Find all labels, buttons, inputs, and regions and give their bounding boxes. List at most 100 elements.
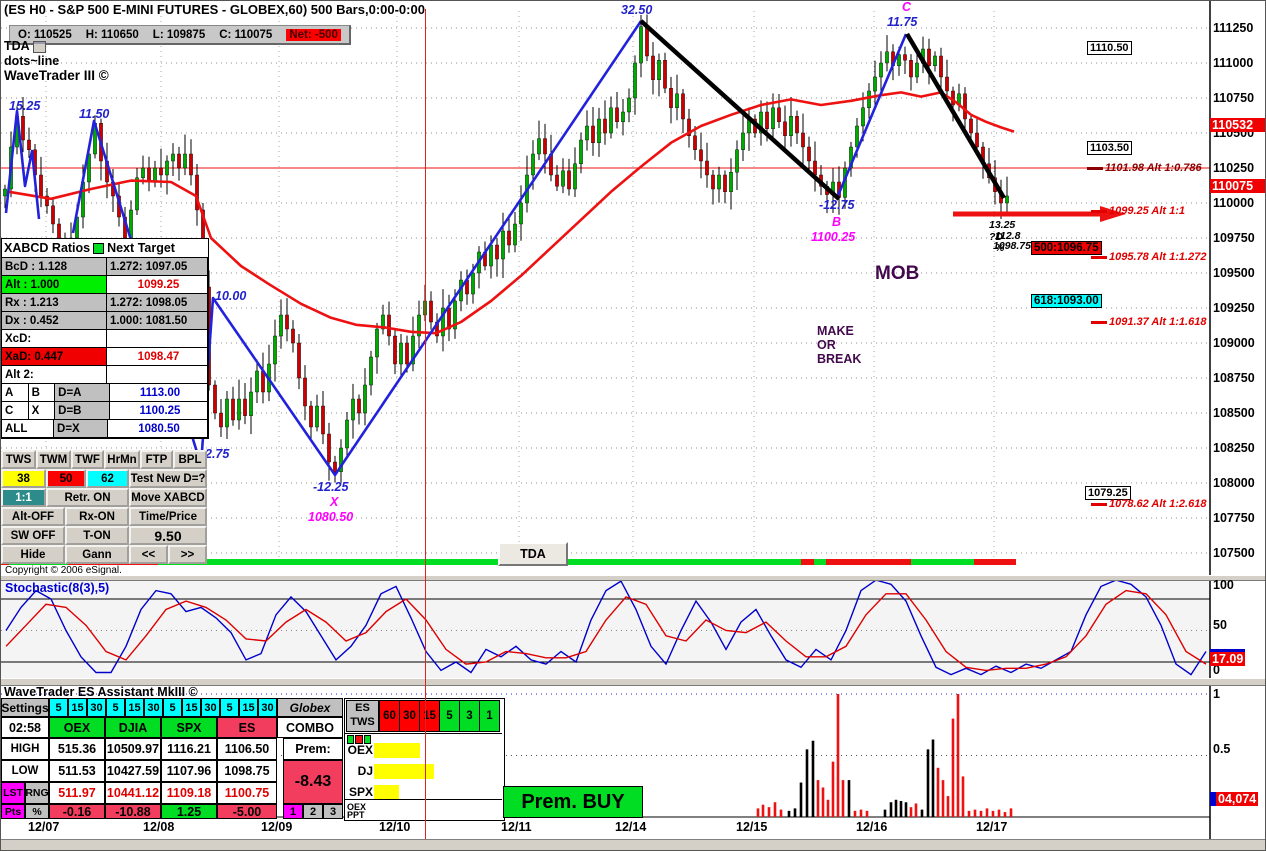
panel-button-alt-off[interactable]: Alt-OFF [1,507,65,526]
es-tws-subpanel: ES TWS 60 30 15 5 3 1 OEX DJ SPX OEX PPT [344,698,505,821]
xabcd-cell: 1099.25 [105,275,208,294]
prem-value: -8.43 [283,760,343,804]
level-badge: 500:1096.75 [1031,241,1102,255]
wave-label: 10.00 [215,289,247,303]
timeframe-cell-5[interactable]: 5 [220,698,239,717]
price-axis-label: 108500 [1213,406,1255,420]
row-label-rng: RNG [25,782,49,804]
timeframe-cell-15[interactable]: 15 [239,698,258,717]
xabcd-cell: D=X [53,419,108,438]
xabcd-cell: XcD: [1,329,107,348]
premium-axis-label: 1 [1213,687,1220,701]
panel-separator[interactable] [1,678,1265,686]
xabcd-row: BcD : 1.128 1.272: 1097.05 [1,257,208,276]
alt-level-label: 1095.78 Alt 1:1.272 [1091,251,1206,263]
timeframe-cell-30[interactable]: 30 [87,698,106,717]
panel-button-38[interactable]: 38 [1,469,46,488]
mini-row-label-dj: DJ [357,764,373,778]
xabcd-row: Alt : 1.000 1099.25 [1,275,208,294]
value-cell: 1109.18 [161,782,217,804]
panel-button-50[interactable]: 50 [46,469,86,488]
panel-button-twf[interactable]: TWF [71,450,104,469]
date-label: 12/10 [379,820,411,834]
divider [345,799,502,800]
value-cell: 10509.97 [105,738,161,760]
xabcd-cell: 1.272: 1098.05 [105,293,208,312]
chart-timeframe-button-15[interactable]: 15 [419,700,440,732]
panel-button-gann[interactable]: Gann [65,545,129,564]
next-target-header: Next Target [107,241,175,255]
level-dash-icon [1091,320,1107,324]
xabcd-row: XaD: 0.447 1098.47 [1,347,208,366]
window-restore-icon[interactable] [32,40,46,53]
timeframe-cell-15[interactable]: 15 [68,698,87,717]
panel-button-move-xabcd[interactable]: Move XABCD [129,488,207,507]
panel-button-ftp[interactable]: FTP [140,450,173,469]
panel-button-bpl[interactable]: BPL [173,450,207,469]
wave-label: 11.75 [887,15,918,29]
alt-level-label: 1101.98 Alt 1:0.786 [1087,162,1202,174]
quote-close: C: 110075 [219,28,273,41]
timeframe-cell-5[interactable]: 5 [163,698,182,717]
timeframe-cell-30[interactable]: 30 [258,698,277,717]
price-axis-label: 109750 [1213,231,1255,245]
timeframe-cell-15[interactable]: 15 [182,698,201,717]
xabcd-cell [105,329,208,348]
panel-button-tws[interactable]: TWS [1,450,36,469]
panel-button-test-new-d-[interactable]: Test New D=? [129,469,207,488]
stoch-axis-label: 100 [1213,578,1234,592]
panel-button--[interactable]: >> [168,545,207,564]
xabcd-cell: 1098.47 [105,347,208,366]
price-axis-label: 107750 [1213,511,1255,525]
timeframe-cell-30[interactable]: 30 [201,698,220,717]
timeframe-cell-5[interactable]: 5 [49,698,68,717]
panel-button-1-1[interactable]: 1:1 [1,488,46,507]
xabcd-row: A B D=A 1113.00 [1,383,209,402]
panel-button-twm[interactable]: TWM [36,450,71,469]
level-dash-icon [1091,502,1107,506]
panel-button-t-on[interactable]: T-ON [65,526,129,545]
xabcd-cell: Alt 2: [1,365,107,384]
tda-button[interactable]: TDA [498,542,568,566]
pointer-note: 1098.75 [993,240,1031,252]
premium-axis-label: 0.5 [1213,742,1231,756]
premium-bar-dj [374,764,434,779]
panel-button--[interactable]: << [129,545,168,564]
mode-button-2[interactable]: 2 [303,804,323,819]
es-tws-button[interactable]: ES TWS [346,700,379,732]
chart-timeframe-button-5[interactable]: 5 [439,700,460,732]
panel-button-sw-off[interactable]: SW OFF [1,526,65,545]
alt-level-label: 1091.37 Alt 1:1.618 [1091,316,1206,328]
panel-button-hrmn[interactable]: HrMn [104,450,140,469]
timeframe-cell-5[interactable]: 5 [106,698,125,717]
chart-timeframe-button-3[interactable]: 3 [459,700,480,732]
mini-row-label-oex: OEX [347,743,373,757]
value-cell: -5.00 [217,804,277,819]
xabcd-row: Rx : 1.213 1.272: 1098.05 [1,293,208,312]
xabcd-cell: 1113.00 [108,383,209,402]
timeframe-cell-30[interactable]: 30 [144,698,163,717]
mode-button-3[interactable]: 3 [323,804,343,819]
panel-button-time-price[interactable]: Time/Price [129,507,207,526]
price-axis-label: 109000 [1213,336,1255,350]
timeframe-cell-15[interactable]: 15 [125,698,144,717]
mode-button-1[interactable]: 1 [283,804,303,819]
chart-timeframe-button-30[interactable]: 30 [399,700,420,732]
panel-button-62[interactable]: 62 [86,469,129,488]
xabcd-header: XABCD Ratios [4,241,91,255]
panel-button-retr-on[interactable]: Retr. ON [46,488,129,507]
chart-timeframe-button-60[interactable]: 60 [379,700,400,732]
panel-button-rx-on[interactable]: Rx-ON [65,507,129,526]
divider [345,733,502,734]
panel-separator[interactable] [1,575,1265,581]
cursor-vline [425,9,426,839]
boxed-level: 1079.25 [1085,486,1131,500]
xabcd-cell: 1.000: 1081.50 [105,311,208,330]
price-axis-label: 110750 [1213,91,1255,105]
panel-button-hide[interactable]: Hide [1,545,65,564]
date-label: 12/15 [736,820,768,834]
chart-timeframe-button-1[interactable]: 1 [479,700,500,732]
panel-button-9-50[interactable]: 9.50 [129,526,207,545]
last-price-badge: 110075 [1210,179,1265,193]
